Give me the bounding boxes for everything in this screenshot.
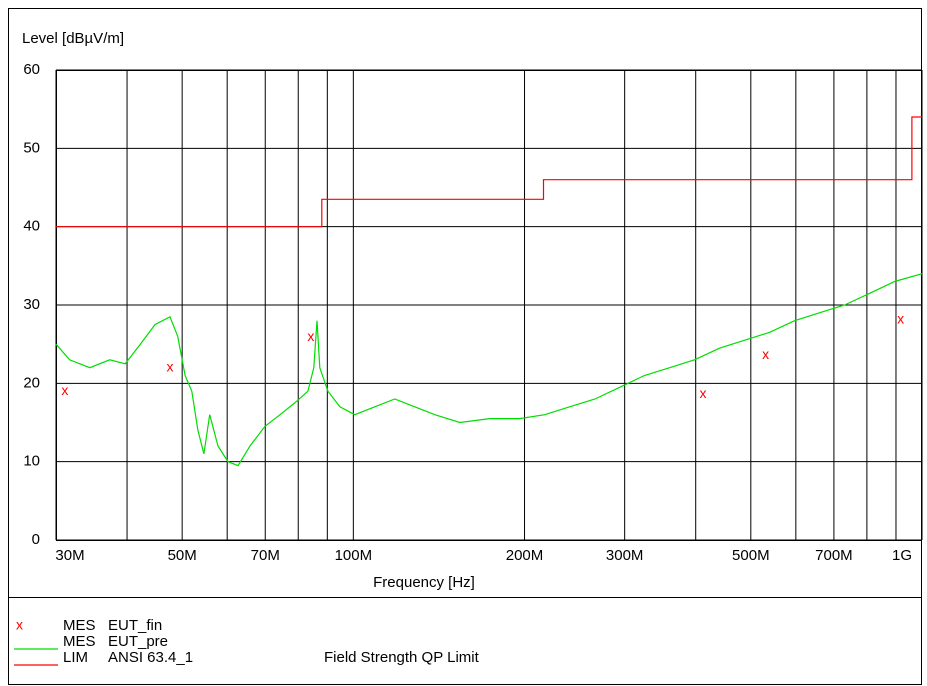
legend-description: Field Strength QP Limit (324, 649, 480, 666)
x-tick-label: 100M (335, 547, 373, 564)
y-tick-label: 20 (23, 374, 40, 391)
marker: x (700, 385, 707, 401)
legend-marker: x (16, 617, 23, 633)
x-tick-label: 50M (168, 547, 197, 564)
legend-name: EUT_pre (108, 633, 168, 650)
marker: x (167, 358, 174, 374)
x-axis-label: Frequency [Hz] (373, 574, 475, 591)
x-tick-label: 1G (892, 547, 912, 564)
y-axis-label: Level [dBµV/m] (22, 30, 124, 47)
y-tick-label: 0 (32, 531, 40, 548)
marker: x (762, 346, 769, 362)
y-tick-label: 50 (23, 139, 40, 156)
y-tick-label: 30 (23, 296, 40, 313)
legend-name: ANSI 63.4_1 (108, 649, 193, 666)
x-tick-label: 70M (251, 547, 280, 564)
legend-group: LIM (63, 649, 88, 666)
legend-name: EUT_fin (108, 617, 162, 634)
x-tick-label: 700M (815, 547, 853, 564)
y-tick-label: 60 (23, 61, 40, 78)
y-tick-label: 10 (23, 453, 40, 470)
y-tick-label: 40 (23, 218, 40, 235)
marker: x (307, 328, 314, 344)
series-line (55, 273, 923, 467)
legend-group: MES (63, 633, 96, 650)
marker: x (61, 382, 68, 398)
x-tick-label: 30M (55, 547, 84, 564)
legend-group: MES (63, 617, 96, 634)
marker: x (897, 311, 904, 327)
x-tick-label: 500M (732, 547, 770, 564)
series-line (56, 116, 922, 228)
x-tick-label: 200M (506, 547, 544, 564)
x-tick-label: 300M (606, 547, 644, 564)
